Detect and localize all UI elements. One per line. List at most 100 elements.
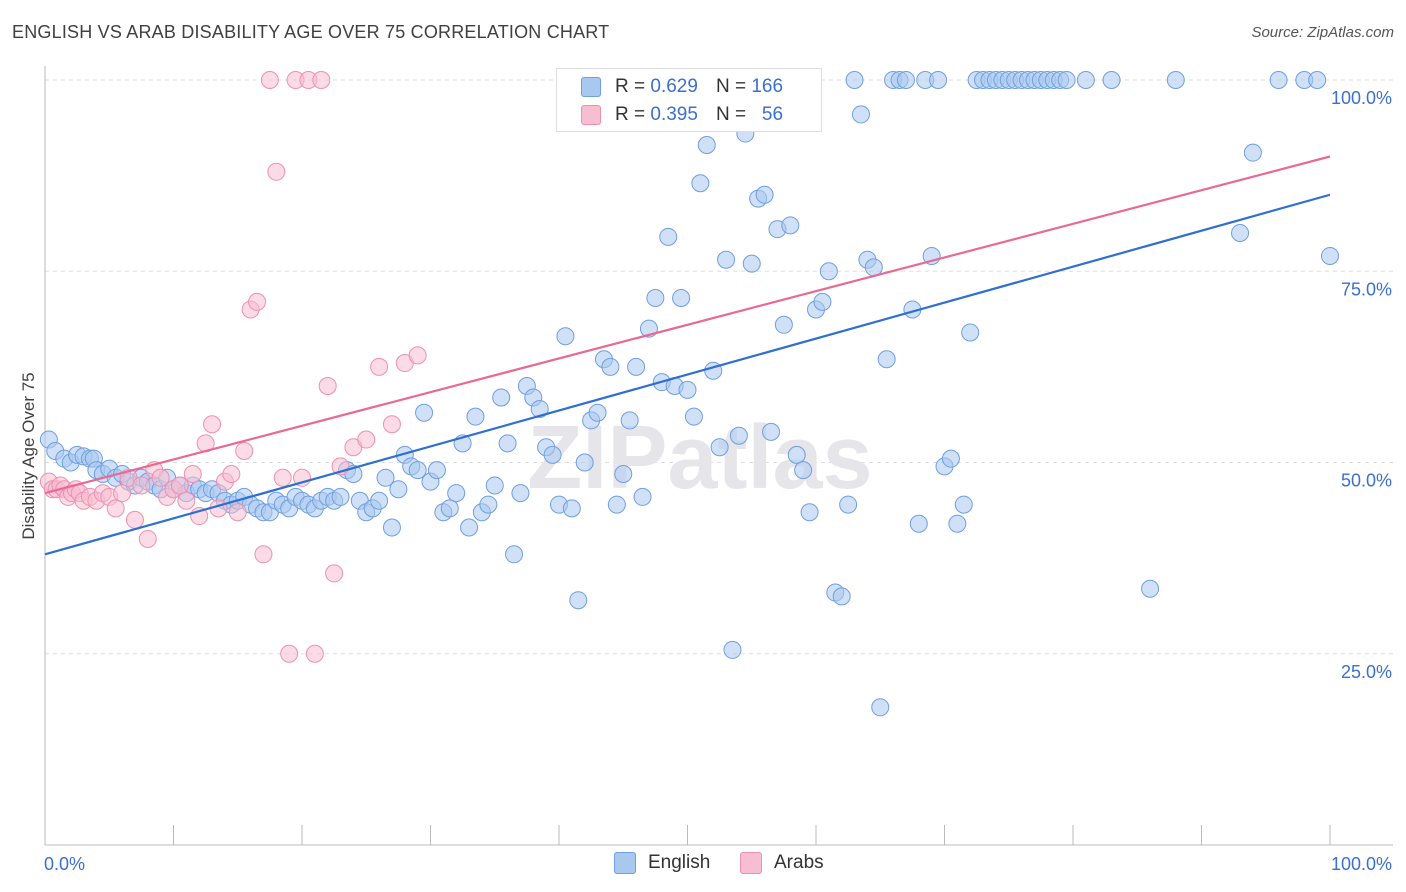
stats-legend-arabs: R = 0.395 N = 56	[581, 102, 783, 128]
english-point	[839, 495, 858, 514]
arabs-point	[382, 415, 401, 434]
x-tick-label-max: 100.0%	[1331, 854, 1392, 874]
english-point	[1102, 71, 1121, 89]
arabs-point	[235, 442, 254, 461]
english-n-value: 166	[751, 76, 784, 97]
arabs-point	[267, 162, 286, 181]
arabs-point	[280, 644, 299, 663]
english-point	[961, 323, 980, 342]
english-legend-swatch	[614, 852, 636, 874]
english-point	[832, 587, 851, 606]
y-tick-label: 50.0%	[1341, 471, 1392, 491]
english-point	[871, 698, 890, 717]
english-point	[511, 484, 530, 503]
arabs-trend-line	[44, 155, 1331, 495]
english-point	[1308, 71, 1327, 89]
english-point	[382, 518, 401, 537]
arabs-point	[370, 357, 389, 376]
english-point	[729, 426, 748, 445]
english-point	[1076, 71, 1095, 89]
english-point	[1243, 143, 1262, 162]
arabs-point	[318, 377, 337, 395]
legend-item-english[interactable]: English	[614, 852, 710, 874]
english-point	[627, 357, 646, 376]
arabs-point	[260, 71, 279, 89]
english-legend-label: English	[648, 852, 711, 873]
english-point	[460, 518, 479, 537]
english-point	[588, 403, 607, 422]
english-point	[1321, 246, 1339, 265]
arabs-point	[273, 468, 292, 487]
english-point	[742, 254, 761, 273]
chart-title: ENGLISH VS ARAB DISABILITY AGE OVER 75 C…	[12, 22, 610, 42]
series-legend: English Arabs	[0, 852, 1406, 876]
english-point	[427, 461, 446, 480]
y-axis-label: Disability Age Over 75	[19, 372, 38, 539]
arabs-point	[170, 476, 189, 495]
english-point	[614, 464, 633, 483]
english-point	[717, 250, 736, 269]
english-point	[646, 289, 665, 308]
arabs-point	[177, 491, 196, 510]
arabs-point	[357, 430, 376, 449]
english-point	[633, 487, 652, 506]
source-credit: Source: ZipAtlas.com	[1251, 24, 1394, 41]
english-point	[948, 514, 967, 533]
arabs-legend-swatch	[740, 852, 762, 874]
arabs-point	[254, 545, 273, 564]
arabs-point	[305, 644, 324, 663]
arabs-point	[228, 503, 247, 522]
english-point	[1057, 71, 1076, 89]
english-point	[601, 357, 620, 376]
arabs-point	[325, 564, 344, 583]
english-point	[569, 591, 588, 610]
english-point	[1141, 579, 1160, 598]
english-point	[485, 476, 504, 495]
stats-legend-english: R = 0.629 N = 166	[581, 74, 783, 100]
arabs-r-label: R =	[615, 104, 646, 125]
english-point	[929, 71, 948, 89]
english-point	[723, 640, 742, 659]
english-point	[813, 292, 832, 311]
english-point	[684, 407, 703, 426]
english-point	[415, 403, 434, 422]
y-tick-label: 100.0%	[1331, 88, 1392, 108]
english-point	[479, 495, 498, 514]
english-point	[941, 449, 960, 468]
arabs-point	[106, 499, 125, 518]
english-point	[909, 514, 928, 533]
english-n-label: N =	[715, 76, 747, 97]
x-tick-label-min: 0.0%	[44, 854, 85, 874]
english-point	[492, 388, 511, 407]
legend-item-arabs[interactable]: Arabs	[740, 852, 824, 874]
english-point	[331, 487, 350, 506]
english-point	[543, 445, 562, 464]
english-point	[672, 289, 691, 308]
y-tick-label: 25.0%	[1341, 662, 1392, 682]
arabs-swatch	[581, 105, 601, 125]
english-point	[845, 71, 864, 89]
english-point	[370, 491, 389, 510]
english-point	[787, 445, 806, 464]
english-point	[762, 422, 781, 441]
arabs-legend-label: Arabs	[774, 852, 824, 873]
english-point	[697, 136, 716, 155]
english-point	[376, 468, 395, 487]
english-point	[774, 315, 793, 334]
english-r-label: R =	[615, 76, 646, 97]
english-point	[691, 174, 710, 193]
english-trend-line	[44, 193, 1331, 556]
arabs-point	[132, 476, 151, 495]
english-point	[575, 453, 594, 472]
arabs-point	[183, 464, 202, 483]
english-point	[498, 434, 517, 453]
y-tick-label: 75.0%	[1341, 279, 1392, 299]
english-point	[389, 480, 408, 499]
english-swatch	[581, 77, 601, 97]
english-point	[800, 503, 819, 522]
arabs-point	[138, 530, 157, 548]
english-point	[1166, 71, 1185, 89]
arabs-point	[151, 468, 170, 487]
arabs-point	[203, 415, 222, 434]
english-point	[1269, 71, 1288, 89]
